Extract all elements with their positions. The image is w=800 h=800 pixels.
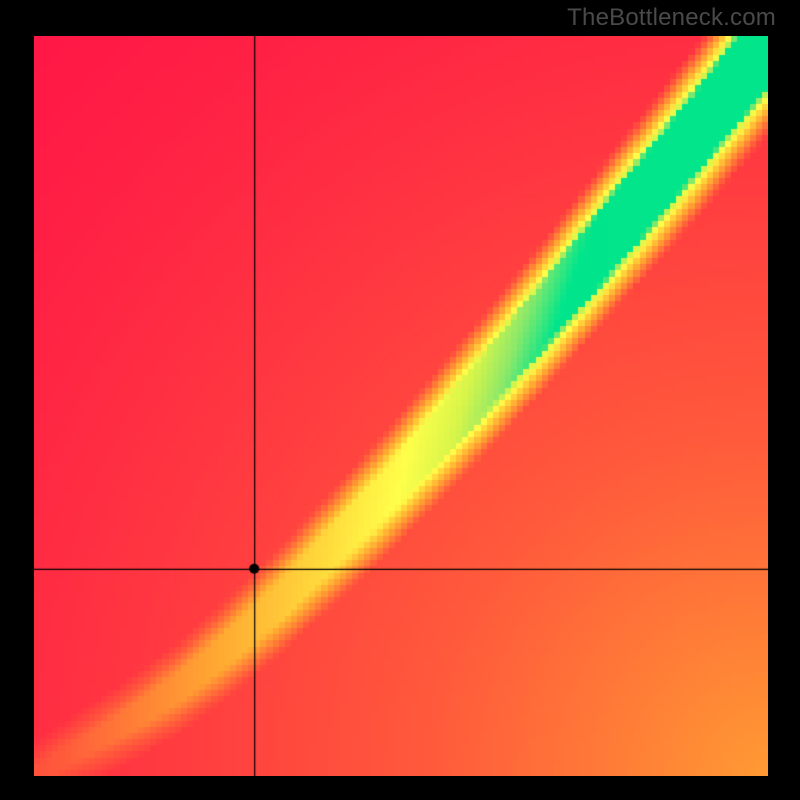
chart-container: TheBottleneck.com: [0, 0, 800, 800]
watermark-text: TheBottleneck.com: [567, 4, 776, 32]
bottleneck-heatmap: [34, 36, 768, 776]
